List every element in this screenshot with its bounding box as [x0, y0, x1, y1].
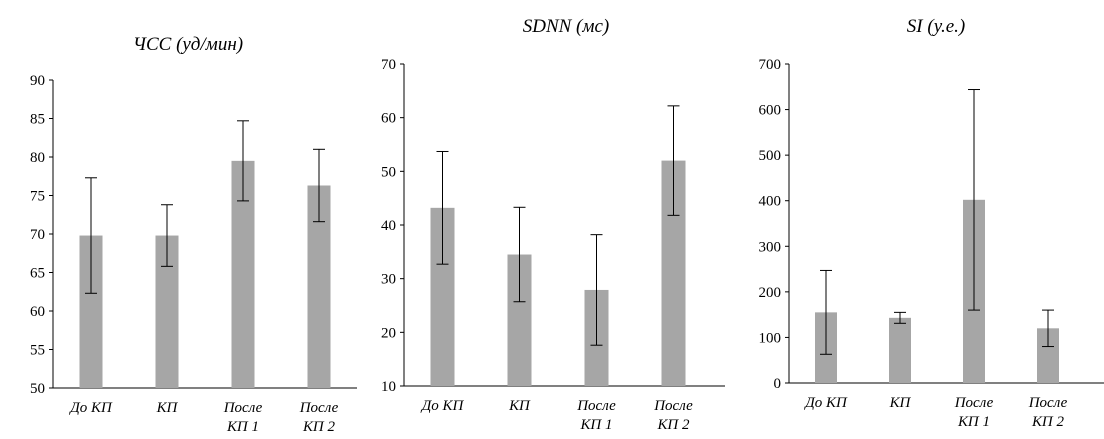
- x-tick-label: После: [299, 400, 339, 416]
- chart-sdnn: SDNN (мс) 10 20 30 40 50 60 70 До КП КП После КП 1…: [381, 16, 725, 433]
- x-tick-label: КП: [508, 398, 531, 414]
- y-tick-label: 50: [30, 381, 45, 397]
- x-tick-label: КП 2: [302, 419, 336, 435]
- y-tick-label: 300: [759, 239, 782, 255]
- y-tick-label: 90: [30, 73, 45, 89]
- bar: [889, 317, 911, 383]
- x-tick-label: После: [954, 395, 994, 411]
- chart-si: SI (у.е.) 0 100 200 300 400 500 600 700 До КП КП П…: [759, 16, 1104, 430]
- y-tick-label: 65: [30, 266, 45, 282]
- y-tick-label: 50: [381, 164, 396, 180]
- x-tick-label: КП 1: [226, 419, 259, 435]
- y-tick-label: 10: [381, 379, 396, 395]
- x-tick-label: КП: [156, 400, 179, 416]
- y-tick-label: 0: [774, 376, 782, 392]
- y-tick-label: 500: [759, 148, 782, 164]
- y-tick-label: 700: [759, 57, 782, 73]
- x-tick-label: После: [653, 398, 693, 414]
- chart-hr: ЧСС (уд/мин) 50 55 60 65 70 75 80 85 90 До КП КП По…: [30, 34, 357, 435]
- y-tick-label: 70: [381, 57, 396, 73]
- y-tick-label: 200: [759, 285, 782, 301]
- x-tick-label: До КП: [68, 400, 113, 416]
- y-tick-label: 60: [381, 111, 396, 127]
- x-tick-label: КП: [889, 395, 912, 411]
- y-tick-label: 100: [759, 330, 782, 346]
- chart-title: ЧСС (уд/мин): [133, 34, 243, 55]
- bar: [1037, 328, 1059, 383]
- x-tick-label: КП 1: [579, 417, 612, 433]
- y-tick-label: 40: [381, 218, 396, 234]
- x-tick-label: После: [223, 400, 263, 416]
- y-tick-label: 30: [381, 272, 396, 288]
- y-tick-label: 400: [759, 194, 782, 210]
- x-tick-label: КП 2: [1031, 414, 1065, 430]
- bar: [307, 185, 331, 388]
- y-tick-label: 80: [30, 150, 45, 166]
- x-tick-label: До КП: [420, 398, 465, 414]
- y-tick-label: 20: [381, 325, 396, 341]
- bar: [155, 235, 179, 388]
- chart-title: SI (у.е.): [907, 16, 965, 37]
- y-tick-label: 70: [30, 227, 45, 243]
- x-tick-label: После: [1028, 395, 1068, 411]
- x-tick-label: До КП: [803, 395, 848, 411]
- x-tick-label: КП 1: [957, 414, 990, 430]
- x-tick-label: КП 2: [656, 417, 690, 433]
- y-tick-label: 75: [30, 189, 45, 205]
- bar: [231, 160, 255, 388]
- y-tick-label: 85: [30, 112, 45, 128]
- bar: [79, 235, 103, 388]
- y-tick-label: 55: [30, 343, 45, 359]
- chart-title: SDNN (мс): [523, 16, 610, 37]
- y-tick-label: 600: [759, 103, 782, 119]
- x-tick-label: После: [576, 398, 616, 414]
- y-tick-label: 60: [30, 304, 45, 320]
